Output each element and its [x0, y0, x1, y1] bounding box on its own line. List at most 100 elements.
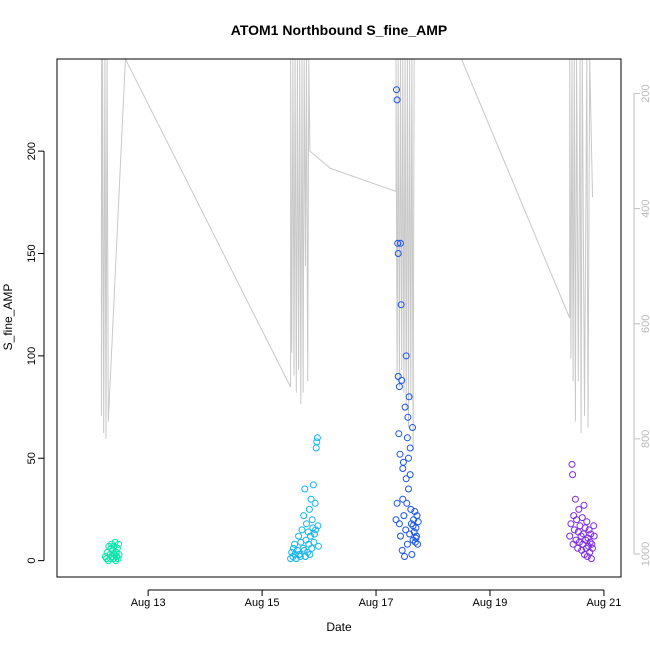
data-point-series-3: [393, 96, 401, 104]
data-point-series-3: [406, 444, 414, 452]
plot-frame: [56, 58, 622, 578]
data-point-series-3: [397, 301, 405, 309]
data-point-series-3: [401, 403, 409, 411]
data-point-series-2: [304, 548, 312, 556]
data-point-series-1: [114, 555, 122, 563]
data-point-series-2: [314, 522, 322, 530]
data-point-series-1: [115, 540, 122, 548]
data-point-series-3: [414, 540, 422, 548]
y-axis: 0 50 100 150 200: [26, 142, 45, 564]
data-point-series-1: [112, 557, 120, 565]
data-point-series-3: [412, 534, 420, 542]
x-tick-label: Aug 19: [473, 597, 508, 609]
data-point-series-4: [586, 538, 594, 546]
data-point-series-3: [402, 475, 410, 483]
secondary-y-tick-label: 1000: [640, 542, 650, 566]
data-point-series-2: [291, 540, 299, 548]
y-tick-label: 0: [26, 558, 38, 564]
data-point-series-2: [304, 528, 312, 536]
data-point-series-3: [402, 526, 410, 534]
data-point-series-4: [583, 553, 591, 560]
y-tick-label: 150: [26, 244, 38, 262]
data-point-series-3: [409, 522, 417, 530]
data-point-series-2: [301, 553, 309, 560]
data-point-series-3: [406, 471, 414, 479]
data-point-series-4: [568, 460, 576, 468]
data-point-series-4: [589, 544, 596, 552]
y-tick-label: 200: [26, 142, 38, 160]
x-tick-label: Aug 21: [586, 597, 621, 609]
secondary-y-tick-label: 200: [640, 84, 650, 102]
grey-line-path: [100, 57, 593, 451]
data-point-series-3: [400, 512, 408, 520]
chart-title: ATOM1 Northbound S_fine_AMP: [231, 22, 447, 38]
data-point-series-3: [402, 352, 410, 360]
data-point-series-3: [403, 499, 411, 507]
data-point-series-3: [398, 376, 406, 384]
y-tick-label: 50: [26, 452, 38, 464]
data-point-series-3: [393, 86, 400, 94]
data-point-series-3: [401, 553, 408, 560]
data-point-series-4: [571, 495, 579, 503]
data-point-series-3: [405, 454, 412, 462]
data-point-series-2: [289, 553, 297, 560]
data-point-series-4: [580, 501, 588, 509]
data-point-series-4: [588, 540, 596, 548]
data-point-series-4: [590, 532, 598, 540]
secondary-y-tick-label: 400: [640, 199, 650, 217]
data-point-series-3: [395, 383, 403, 391]
data-point-series-3: [407, 520, 415, 528]
data-point-series-4: [585, 526, 593, 534]
data-point-series-4: [581, 524, 589, 532]
data-point-series-2: [312, 444, 320, 452]
data-point-series-3: [393, 499, 401, 507]
data-point-series-4: [572, 536, 580, 544]
data-point-series-1: [109, 555, 117, 563]
data-point-series-3: [405, 393, 413, 401]
data-point-series-3: [399, 458, 407, 466]
data-point-series-4: [583, 518, 591, 526]
data-point-series-2: [311, 530, 318, 538]
data-point-series-2: [307, 495, 315, 503]
data-point-series-3: [406, 530, 414, 538]
data-point-series-3: [394, 372, 402, 380]
data-point-series-2: [315, 542, 322, 550]
data-point-series-4: [587, 530, 595, 538]
data-point-series-2: [301, 485, 309, 493]
data-point-series-3: [395, 430, 403, 438]
data-point-series-2: [296, 553, 304, 560]
data-point-series-3: [407, 505, 415, 513]
data-point-series-2: [313, 434, 321, 442]
data-point-series-4: [566, 532, 574, 540]
data-point-series-1: [110, 542, 118, 550]
data-point-series-2: [312, 526, 320, 534]
data-point-series-3: [405, 485, 412, 493]
secondary-y-axis: 200 400 600 800 1000: [633, 84, 650, 566]
data-point-series-2: [300, 546, 308, 554]
data-point-series-2: [310, 538, 318, 546]
data-point-series-3: [392, 516, 400, 524]
data-point-series-1: [111, 538, 119, 546]
data-point-series-2: [313, 438, 321, 446]
data-point-series-2: [303, 520, 310, 528]
data-point-series-4: [579, 530, 587, 538]
x-tick-label: Aug 13: [131, 597, 166, 609]
data-point-series-4: [575, 505, 583, 513]
data-point-series-1: [113, 544, 121, 552]
data-point-series-2: [295, 532, 303, 540]
data-point-series-2: [309, 481, 317, 489]
data-point-series-2: [308, 544, 316, 552]
x-axis: Aug 13 Aug 15 Aug 17 Aug 19 Aug 21: [131, 589, 621, 609]
data-point-series-4: [577, 532, 585, 540]
data-point-series-4: [574, 544, 582, 552]
secondary-y-tick-label: 600: [640, 315, 650, 333]
data-point-series-2: [298, 526, 306, 534]
data-point-series-3: [409, 424, 416, 431]
x-axis-label: Date: [326, 620, 352, 634]
secondary-y-tick-label: 800: [640, 430, 650, 448]
x-tick-label: Aug 17: [359, 597, 394, 609]
data-point-series-4: [573, 516, 581, 524]
data-point-series-3: [414, 518, 422, 526]
data-point-series-3: [394, 250, 402, 257]
